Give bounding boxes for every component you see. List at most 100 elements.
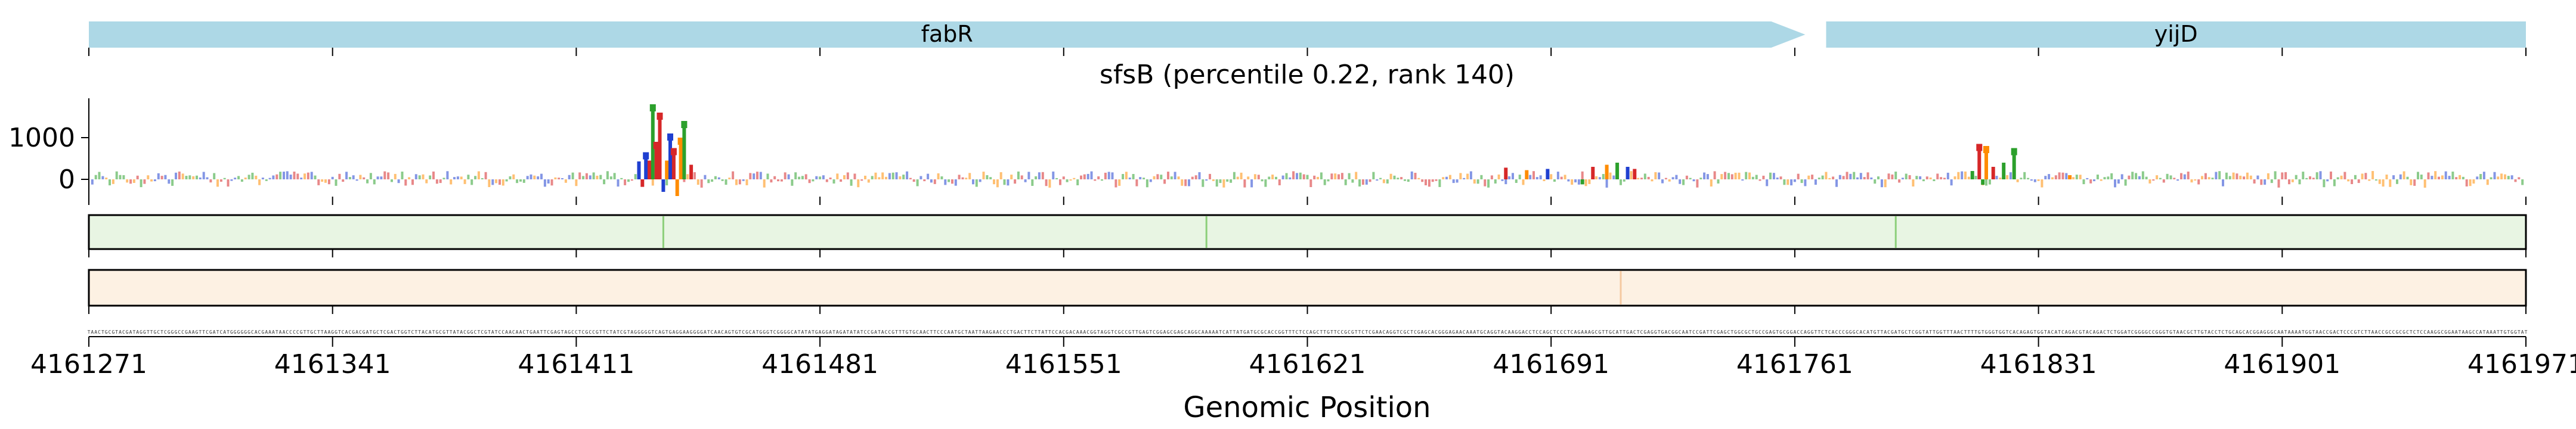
sequence-letter: G [2514,329,2517,335]
sequence-letter: A [1076,329,1079,335]
green-highlight [1205,216,1208,248]
logo-bg-letter [2330,171,2332,179]
sequence-letter: T [1132,329,1135,335]
sequence-letter: A [1215,329,1218,335]
sequence-letter: C [1842,329,1845,335]
sequence-letter: G [2135,329,2138,335]
logo-bg-letter [1898,179,1901,183]
logo-bg-letter [160,176,163,179]
sequence-letter: C [620,329,623,335]
sequence-letter: A [327,329,330,335]
sequence-letter: T [132,329,135,335]
sequence-letter: G [442,329,445,335]
logo-bg-letter [1699,178,1702,179]
logo-bg-letter [2117,179,2120,184]
sequence-letter: A [2012,329,2015,335]
logo-bg-letter [2302,172,2305,179]
sequence-letter: C [944,329,947,335]
logo-bg-letter [2333,179,2336,186]
sequence-letter: A [265,329,268,335]
sequence-letter: A [491,329,494,335]
logo-bg-letter [1027,172,1030,179]
sequence-letter: T [1751,329,1754,335]
logo-bg-letter [2351,179,2354,184]
logo-bg-letter [1243,179,1246,188]
logo-bg-letter [1609,172,1612,179]
logo-bg-letter [1205,179,1208,181]
sequence-letter: G [696,329,699,335]
sequence-letter: A [1581,329,1584,335]
logo-bg-letter [376,176,379,179]
sequence-letter: T [603,329,606,335]
sequence-letter: G [2002,329,2005,335]
logo-bg-letter [1055,178,1058,179]
logo-bg-letter [1198,172,1201,179]
sequence-letter: G [637,329,640,335]
logo-bg-letter [2009,172,2012,179]
sequence-letter: G [2156,329,2159,335]
sequence-letter: A [1894,329,1897,335]
sequence-letter: G [1699,329,1702,335]
logo-bg-letter [1271,175,1274,179]
x-tick-label-4161831: 4161831 [1980,349,2097,380]
sequence-letter: C [1407,329,1410,335]
sequence-letter: C [2361,329,2364,335]
logo-bg-letter [2041,179,2044,188]
logo-bg-letter [1654,172,1657,179]
logo-bg-letter [2361,173,2364,179]
logo-bg-letter [2504,174,2506,179]
logo-bg-letter [1296,173,1298,179]
logo-bg-letter [2267,173,2270,179]
logo-bg-letter [829,178,832,179]
sequence-letter: G [1104,329,1107,335]
logo-peak-G [675,179,679,196]
sequence-letter: T [1410,329,1413,335]
logo-bg-letter [1452,179,1455,184]
sequence-letter: T [1233,329,1236,335]
sequence-letter: A [1508,329,1511,335]
sequence-letter: G [2396,329,2399,335]
sequence-letter: A [2462,329,2464,335]
sequence-letter: C [1504,329,1507,335]
sequence-letter: C [251,329,254,335]
logo-bg-letter [2490,177,2493,179]
sequence-letter: T [1111,329,1114,335]
sequence-letter: A [794,329,797,335]
sequence-letter: G [989,329,992,335]
logo-peak-cap [1976,144,1983,151]
logo-bg-letter [129,179,132,184]
logo-peak-C [644,152,648,179]
sequence-letter: C [342,329,345,335]
logo-bg-letter [516,179,519,184]
logo-bg-letter [495,179,498,184]
sequence-letter: G [1643,329,1646,335]
sequence-letter: G [690,329,693,335]
sequence-letter: G [2023,329,2026,335]
logo-bg-letter [1281,175,1284,179]
logo-bg-letter [1658,172,1661,179]
sequence-letter: C [1856,329,1859,335]
sequence-letter: T [2044,329,2047,335]
logo-bg-letter [1487,179,1490,188]
sequence-letter: G [2141,329,2144,335]
sequence-letter: C [1887,329,1890,335]
sequence-letter: A [1083,329,1086,335]
sequence-letter: C [2389,329,2392,335]
sequence-letter: T [899,329,902,335]
logo-bg-letter [846,172,849,179]
logo-bg-letter [1828,178,1831,179]
sequence-letter: G [871,329,874,335]
logo-bg-letter [216,179,219,187]
sequence-letter: C [1400,329,1403,335]
sequence-letter: T [2082,329,2085,335]
sequence-letter: C [2351,329,2354,335]
logo-bg-letter [696,179,699,185]
logo-bg-letter [223,178,226,179]
logo-bg-letter [1024,179,1027,182]
logo-bg-letter [397,179,400,184]
logo-bg-letter [1849,173,1852,179]
logo-bg-letter [1156,174,1159,179]
logo-bg-letter [2082,179,2085,185]
sequence-letter: G [2434,329,2437,335]
sequence-letter: G [815,329,818,335]
